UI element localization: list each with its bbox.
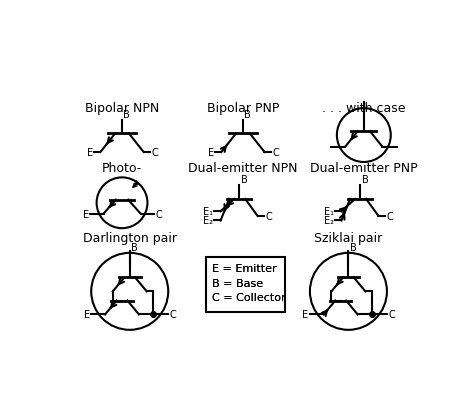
Text: Bipolar PNP: Bipolar PNP [207, 102, 279, 115]
FancyBboxPatch shape [206, 257, 284, 312]
Text: E = Emitter
B = Base
C = Collector: E = Emitter B = Base C = Collector [212, 263, 286, 303]
Text: C: C [386, 211, 393, 221]
Text: C: C [389, 310, 395, 320]
Text: Sziklai pair: Sziklai pair [314, 231, 383, 244]
Text: E: E [87, 148, 93, 158]
Text: C: C [155, 209, 162, 219]
Text: Bipolar NPN: Bipolar NPN [85, 102, 159, 115]
Text: Dual-emitter PNP: Dual-emitter PNP [310, 161, 418, 174]
Text: B: B [241, 175, 247, 185]
Text: E₁: E₁ [203, 207, 213, 217]
Text: C: C [170, 310, 176, 320]
Text: B: B [244, 109, 250, 119]
Text: B: B [350, 243, 357, 253]
Text: E₁: E₁ [324, 207, 334, 217]
Text: E = Emitter
B = Base
C = Collector: E = Emitter B = Base C = Collector [212, 263, 286, 303]
Text: E: E [302, 310, 309, 320]
Text: B: B [362, 175, 368, 185]
Text: Photo-: Photo- [102, 161, 142, 174]
Text: E: E [83, 209, 89, 219]
Text: . . . with case: . . . with case [322, 102, 406, 115]
Text: Dual-emitter NPN: Dual-emitter NPN [188, 161, 298, 174]
Text: C: C [151, 148, 158, 158]
Text: B: B [123, 109, 129, 119]
Text: E: E [208, 148, 214, 158]
Text: C: C [265, 211, 272, 221]
Text: E₂: E₂ [324, 216, 334, 226]
Text: B: B [131, 243, 138, 253]
Text: E₂: E₂ [203, 216, 213, 226]
Text: C: C [272, 148, 279, 158]
Text: E: E [83, 310, 90, 320]
Text: Darlington pair: Darlington pair [83, 231, 177, 244]
